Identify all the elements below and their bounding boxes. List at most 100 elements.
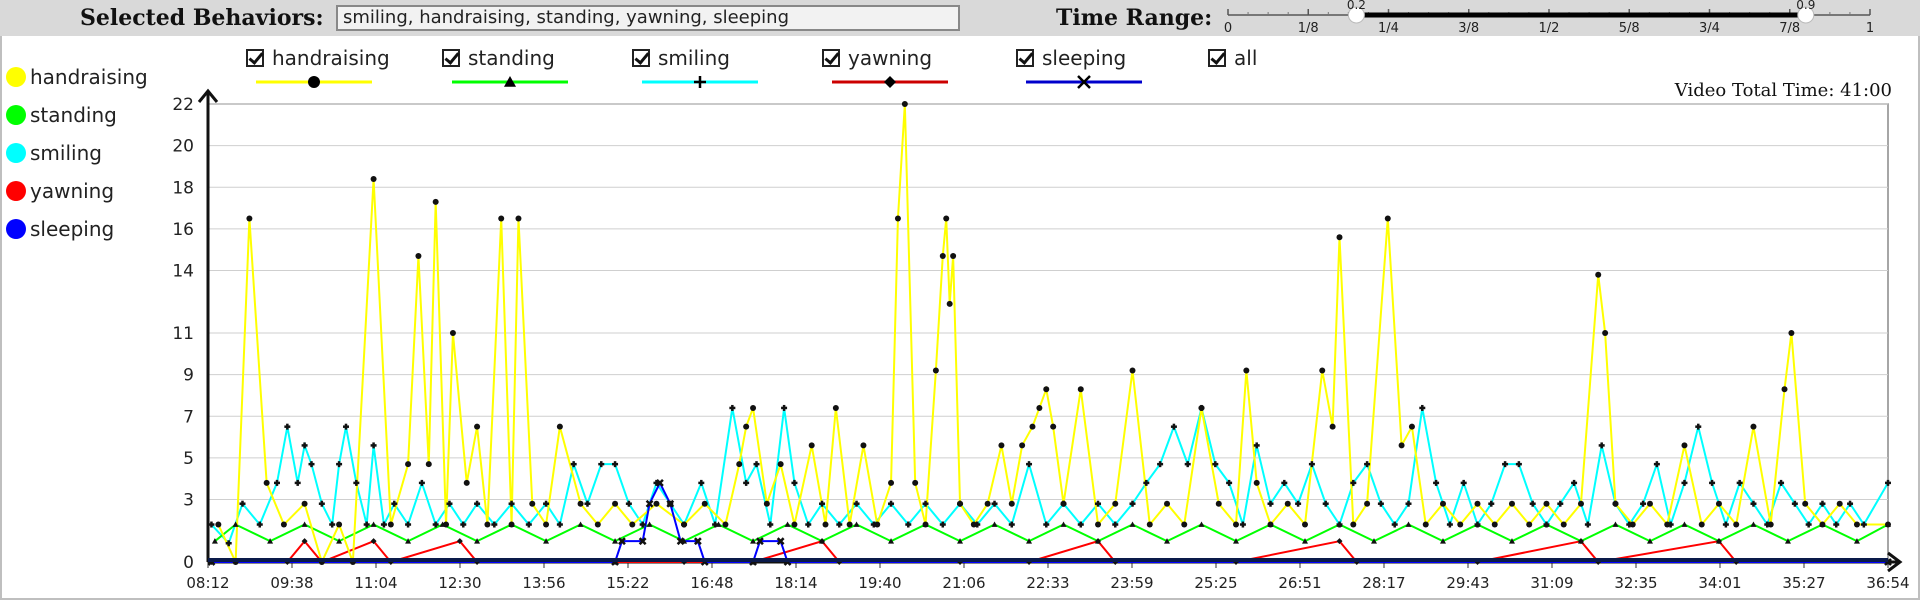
- x-tick-label: 25:25: [1194, 574, 1237, 592]
- checkbox-label: smiling: [658, 46, 730, 70]
- x-tick-label: 26:51: [1278, 574, 1321, 592]
- data-point-smiling: [1860, 521, 1867, 528]
- data-point-standing: [405, 538, 412, 544]
- data-point-smiling: [922, 500, 929, 507]
- data-point-handraising: [415, 252, 422, 259]
- data-point-standing: [612, 538, 619, 544]
- data-point-standing: [1853, 538, 1860, 544]
- x-tick-label: 22:33: [1026, 574, 1069, 592]
- data-point-standing: [750, 538, 757, 544]
- checkbox-checked-icon[interactable]: [632, 49, 650, 67]
- checkbox-checked-icon[interactable]: [1208, 49, 1226, 67]
- checkbox-smiling[interactable]: smiling: [632, 44, 730, 72]
- checkbox-label: yawning: [848, 46, 933, 70]
- data-point-handraising: [577, 500, 584, 507]
- data-point-smiling: [1778, 479, 1785, 486]
- data-point-standing: [267, 538, 274, 544]
- series-key-standing: [452, 76, 568, 87]
- data-point-handraising: [515, 215, 522, 222]
- data-point-handraising: [1560, 521, 1567, 528]
- data-point-smiling: [225, 540, 232, 547]
- data-point-smiling: [612, 461, 619, 468]
- slider-tick-label: 3/8: [1458, 21, 1479, 36]
- data-point-handraising: [1577, 500, 1584, 507]
- checkbox-handraising[interactable]: handraising: [246, 44, 390, 72]
- data-point-handraising: [432, 198, 439, 205]
- data-point-handraising: [529, 500, 536, 507]
- data-point-sleeping: [645, 499, 654, 508]
- data-point-smiling: [405, 521, 412, 528]
- checkbox-checked-icon[interactable]: [822, 49, 840, 67]
- checkbox-checked-icon[interactable]: [246, 49, 264, 67]
- data-point-handraising: [970, 521, 977, 528]
- x-tick-label: 09:38: [270, 574, 313, 592]
- data-point-smiling: [294, 479, 301, 486]
- data-point-handraising: [888, 479, 895, 486]
- y-tick-label: 20: [172, 137, 194, 157]
- data-point-standing: [232, 521, 239, 527]
- x-tick-label: 28:17: [1362, 574, 1405, 592]
- data-point-smiling: [543, 500, 550, 507]
- data-point-handraising: [791, 521, 798, 528]
- data-point-smiling: [508, 500, 515, 507]
- legend-dot: [6, 143, 26, 163]
- legend-item-smiling: smiling: [6, 134, 148, 172]
- series-markers-smiling: [208, 404, 1891, 547]
- data-point-standing: [1198, 521, 1205, 527]
- series-key-marker: [694, 76, 706, 88]
- data-point-handraising: [556, 423, 563, 430]
- data-point-yawning: [1095, 538, 1102, 545]
- data-point-smiling: [1391, 521, 1398, 528]
- data-point-smiling: [1791, 500, 1798, 507]
- data-point-handraising: [1885, 521, 1891, 528]
- slider-high-handle[interactable]: [1797, 6, 1815, 24]
- checkbox-yawning[interactable]: yawning: [822, 44, 932, 72]
- data-point-handraising: [1384, 215, 1391, 222]
- data-point-smiling: [432, 521, 439, 528]
- checkbox-checked-icon[interactable]: [442, 49, 460, 67]
- data-point-handraising: [387, 521, 394, 528]
- legend: handraising standing smiling yawning sleepin…: [6, 58, 148, 248]
- data-point-handraising: [463, 479, 470, 486]
- data-point-handraising: [543, 521, 550, 528]
- data-point-handraising: [1164, 500, 1171, 507]
- data-point-smiling: [888, 500, 895, 507]
- data-point-smiling: [698, 479, 705, 486]
- data-point-handraising: [263, 479, 270, 486]
- slider-tick-label: 7/8: [1779, 21, 1800, 36]
- data-point-smiling: [1819, 500, 1826, 507]
- data-point-handraising: [1474, 500, 1481, 507]
- data-point-handraising: [777, 461, 784, 468]
- data-point-smiling: [598, 461, 605, 468]
- data-point-smiling: [1281, 479, 1288, 486]
- series-key-handraising: [256, 76, 372, 88]
- data-point-handraising: [449, 330, 456, 336]
- checkbox-checked-icon[interactable]: [1016, 49, 1034, 67]
- data-point-smiling: [1143, 479, 1150, 486]
- checkbox-standing[interactable]: standing: [442, 44, 555, 72]
- data-point-smiling: [1377, 500, 1384, 507]
- selected-behaviors-field[interactable]: smiling, handraising, standing, yawning,…: [336, 5, 960, 31]
- data-point-handraising: [894, 215, 901, 222]
- x-tick-label: 08:12: [186, 574, 229, 592]
- legend-dot: [6, 181, 26, 201]
- time-range-slider[interactable]: 0 1/8 1/4 3/8 1/2 5/8 3/4 7/8 1 0.2 0.9: [1224, 0, 1878, 36]
- data-point-smiling: [208, 521, 215, 528]
- data-point-handraising: [1612, 500, 1619, 507]
- slider-low-handle[interactable]: [1347, 6, 1365, 24]
- data-point-standing: [1474, 521, 1481, 527]
- data-point-smiling: [391, 500, 398, 507]
- data-point-sleeping: [776, 537, 785, 546]
- data-point-smiling: [474, 500, 481, 507]
- data-point-standing: [784, 521, 791, 527]
- y-tick-label: 7: [183, 407, 194, 427]
- data-point-handraising: [946, 300, 953, 307]
- slider-tick-label: 3/4: [1699, 21, 1720, 36]
- checkbox-all[interactable]: all: [1208, 44, 1257, 72]
- data-point-smiling: [1695, 423, 1702, 430]
- data-point-smiling: [639, 521, 646, 528]
- data-point-smiling: [743, 479, 750, 486]
- legend-item-handraising: handraising: [6, 58, 148, 96]
- checkbox-sleeping[interactable]: sleeping: [1016, 44, 1126, 72]
